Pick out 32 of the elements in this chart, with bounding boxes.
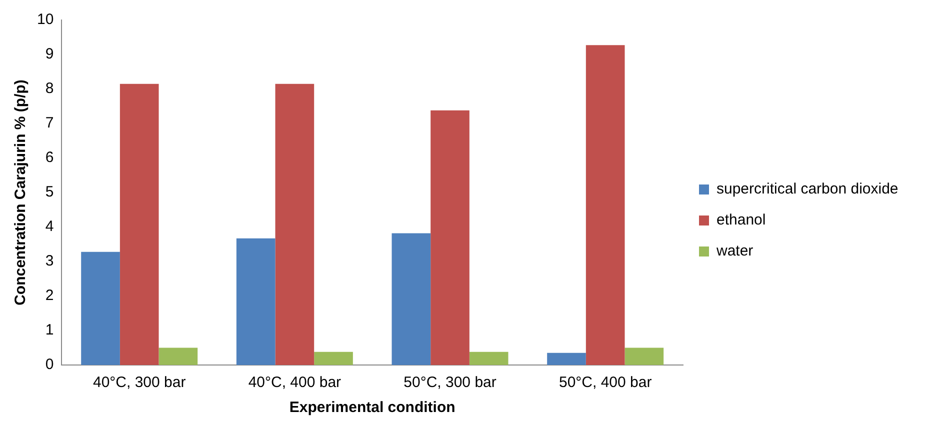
bar (81, 252, 120, 365)
x-tick-label: 50°C, 300 bar (404, 374, 496, 392)
bar (624, 348, 664, 365)
legend-label: ethanol (716, 212, 766, 229)
y-tick-label: 8 (45, 80, 54, 98)
bar (236, 238, 276, 365)
y-tick-label: 5 (45, 184, 54, 201)
y-tick-label: 10 (36, 11, 54, 28)
bar (158, 348, 198, 365)
bar (275, 84, 314, 365)
y-tick-label: 0 (45, 356, 54, 374)
bar (314, 352, 353, 365)
x-tick-label: 50°C, 400 bar (558, 374, 652, 392)
legend-label: supercritical carbon dioxide (716, 180, 898, 198)
legend-label: water (716, 242, 754, 260)
x-tick-label: 40°C, 400 bar (248, 374, 342, 392)
bar (120, 84, 159, 365)
y-tick-label: 1 (45, 322, 54, 339)
y-axis-title: Concentration Carajurin % (p/p) (12, 80, 30, 306)
bar (469, 352, 508, 365)
y-tick-label: 2 (45, 287, 54, 304)
y-tick-label: 3 (45, 252, 54, 270)
bar (430, 110, 470, 365)
y-tick-label: 7 (45, 114, 54, 132)
y-tick-label: 9 (45, 46, 54, 63)
y-tick-label: 6 (45, 149, 54, 166)
x-tick-label: 40°C, 300 bar (92, 374, 186, 392)
bar (547, 352, 586, 365)
bar (586, 45, 625, 365)
x-axis-title: Experimental condition (289, 399, 456, 416)
bar (392, 233, 431, 365)
y-tick-label: 4 (45, 218, 54, 236)
